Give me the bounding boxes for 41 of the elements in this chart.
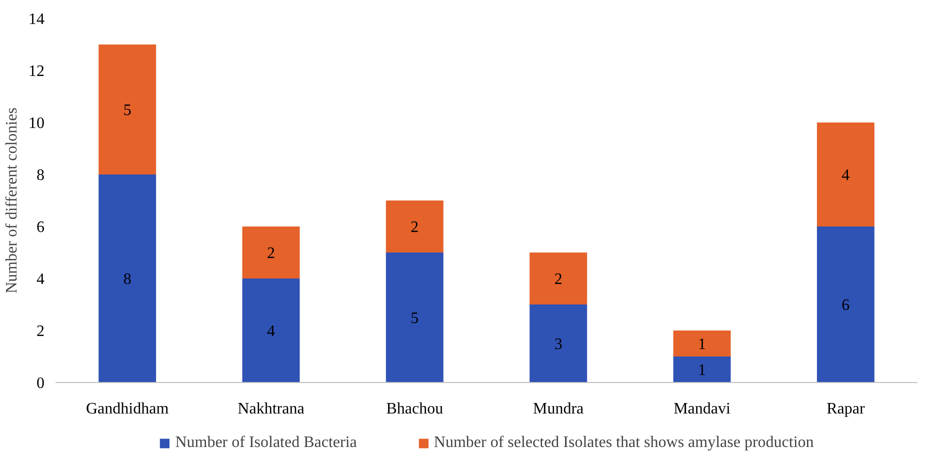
bar (673, 356, 731, 382)
legend-label: Number of Isolated Bacteria (175, 434, 357, 452)
data-label: 1 (698, 362, 706, 379)
data-label: 8 (123, 271, 132, 288)
x-tick-label: Mandavi (674, 400, 731, 418)
y-tick-label: 0 (36, 375, 44, 392)
data-label: 1 (698, 336, 706, 353)
data-label: 2 (410, 219, 419, 236)
bar (386, 200, 444, 252)
legend-label: Number of selected Isolates that shows amylase production (434, 434, 814, 452)
x-tick-label: Gandhidham (86, 400, 170, 418)
y-tick-label: 12 (28, 63, 44, 80)
data-label: 3 (554, 336, 562, 353)
bar (530, 252, 588, 304)
data-label: 4 (267, 323, 275, 340)
bar (98, 174, 156, 382)
y-axis-title: Number of different colonies (4, 108, 20, 294)
y-tick-label: 14 (28, 11, 44, 28)
data-label: 5 (410, 310, 419, 327)
x-tick-label: Nakhtrana (238, 400, 304, 418)
y-tick-label: 2 (36, 323, 44, 340)
data-label: 4 (842, 167, 850, 184)
y-tick-label: 10 (28, 115, 44, 132)
bar (242, 226, 300, 278)
y-tick-label: 4 (36, 271, 44, 288)
bar (673, 330, 731, 356)
bar (386, 252, 444, 382)
x-tick-label: Rapar (826, 400, 866, 418)
data-label: 5 (123, 102, 132, 119)
bar (242, 278, 300, 382)
y-tick-label: 8 (36, 167, 44, 184)
data-label: 2 (267, 245, 275, 262)
data-label: 2 (554, 271, 562, 288)
bar (530, 304, 588, 382)
data-label: 6 (842, 297, 850, 314)
bar (816, 226, 874, 382)
y-tick-label: 6 (36, 219, 44, 236)
bar (816, 122, 874, 226)
x-tick-label: Bhachou (386, 400, 444, 418)
bar (98, 44, 156, 174)
x-tick-label: Mundra (533, 400, 584, 418)
